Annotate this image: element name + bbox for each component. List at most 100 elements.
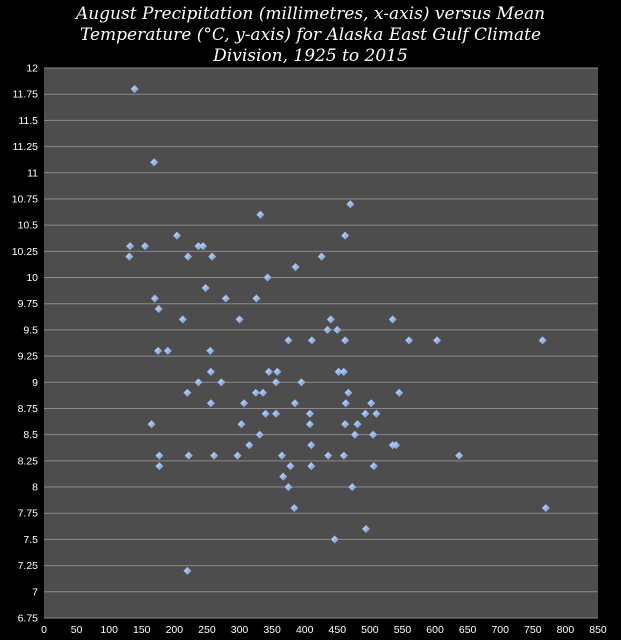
data-point xyxy=(272,409,281,418)
data-point xyxy=(391,441,400,450)
data-point xyxy=(290,503,299,513)
data-point xyxy=(279,472,288,481)
x-tick-label: 750 xyxy=(524,624,542,636)
x-tick-label: 600 xyxy=(426,624,444,636)
data-point xyxy=(290,399,299,408)
y-tick-label: 9 xyxy=(32,377,38,389)
data-point xyxy=(208,252,217,261)
data-point xyxy=(341,231,350,240)
data-point xyxy=(235,315,244,324)
data-point xyxy=(183,388,192,397)
data-point xyxy=(150,158,159,167)
data-point xyxy=(155,451,164,460)
y-tick-label: 7.5 xyxy=(23,534,38,546)
data-point xyxy=(194,378,203,387)
data-point xyxy=(324,451,333,460)
data-point xyxy=(369,462,378,471)
data-point xyxy=(307,336,316,345)
y-tick-label: 9.75 xyxy=(18,298,39,310)
x-tick-label: 100 xyxy=(100,624,118,636)
x-tick-label: 450 xyxy=(329,624,347,636)
y-tick-label: 7 xyxy=(32,586,38,598)
data-point xyxy=(273,367,282,376)
y-tick-label: 10 xyxy=(26,272,38,284)
plot-area xyxy=(44,68,598,618)
data-point xyxy=(154,346,163,355)
data-point xyxy=(326,315,335,324)
data-point xyxy=(172,231,181,240)
data-point xyxy=(291,263,300,272)
data-point xyxy=(256,210,265,219)
data-point xyxy=(261,409,270,418)
y-tick-label: 6.75 xyxy=(18,613,39,625)
y-tick-label: 8.25 xyxy=(18,455,39,467)
chart-title-line-3: Division, 1925 to 2015 xyxy=(213,46,408,66)
data-point xyxy=(395,388,404,397)
data-point xyxy=(388,315,397,324)
data-point xyxy=(147,420,156,429)
data-point xyxy=(339,367,348,376)
data-point xyxy=(339,451,348,460)
y-tick-label: 9.25 xyxy=(18,351,39,363)
data-point xyxy=(178,315,187,324)
gridlines xyxy=(44,67,598,619)
data-point xyxy=(199,242,208,251)
data-point xyxy=(455,451,464,460)
data-point xyxy=(305,409,314,418)
data-point xyxy=(252,294,261,303)
data-point xyxy=(277,451,286,460)
data-point xyxy=(206,367,215,376)
data-point xyxy=(341,399,350,408)
data-point xyxy=(307,462,316,471)
y-tick-label: 9.5 xyxy=(23,324,38,336)
y-axis: 12 11.75 11.5 11.25 11 10.75 10.5 10.25 10 9.75 9.… xyxy=(12,63,38,625)
y-tick-label: 10.25 xyxy=(12,246,38,258)
y-tick-label: 12 xyxy=(26,63,38,75)
data-point xyxy=(255,430,264,439)
data-point xyxy=(240,399,249,408)
data-point xyxy=(284,483,293,492)
data-point xyxy=(432,336,442,345)
data-point xyxy=(341,420,350,429)
y-tick-label: 11 xyxy=(27,167,38,179)
data-point xyxy=(264,367,273,376)
x-tick-label: 0 xyxy=(41,624,47,636)
data-point xyxy=(206,346,215,355)
data-point xyxy=(369,430,378,439)
data-point xyxy=(323,325,332,334)
data-point xyxy=(126,242,135,251)
data-point xyxy=(305,420,314,429)
data-point xyxy=(221,294,230,303)
y-tick-label: 11.75 xyxy=(13,89,39,101)
data-point xyxy=(538,336,547,345)
x-tick-label: 400 xyxy=(296,624,314,636)
y-tick-label: 10.5 xyxy=(18,220,39,232)
data-point xyxy=(154,304,163,313)
y-tick-label: 11.25 xyxy=(13,141,39,153)
data-point xyxy=(130,84,139,93)
x-tick-label: 700 xyxy=(491,624,509,636)
data-point xyxy=(184,252,193,261)
data-point xyxy=(350,430,359,439)
x-tick-label: 650 xyxy=(459,624,477,636)
data-point xyxy=(210,451,219,460)
y-tick-label: 7.75 xyxy=(18,508,39,520)
data-point xyxy=(404,336,414,345)
data-point xyxy=(263,273,272,282)
data-point xyxy=(140,242,150,251)
data-point xyxy=(217,378,226,387)
data-point xyxy=(367,399,376,408)
x-tick-label: 150 xyxy=(133,624,151,636)
data-point xyxy=(353,420,362,429)
data-points xyxy=(125,84,550,575)
chart-title-line-1: August Precipitation (millimetres, x-axi… xyxy=(75,4,546,24)
data-point xyxy=(361,409,370,418)
x-tick-label: 250 xyxy=(198,624,216,636)
data-point xyxy=(317,252,326,261)
data-point xyxy=(245,441,254,450)
data-point xyxy=(201,283,210,293)
x-tick-label: 50 xyxy=(71,624,83,636)
x-tick-label: 200 xyxy=(166,624,184,636)
data-point xyxy=(272,378,281,387)
data-point xyxy=(307,441,316,450)
